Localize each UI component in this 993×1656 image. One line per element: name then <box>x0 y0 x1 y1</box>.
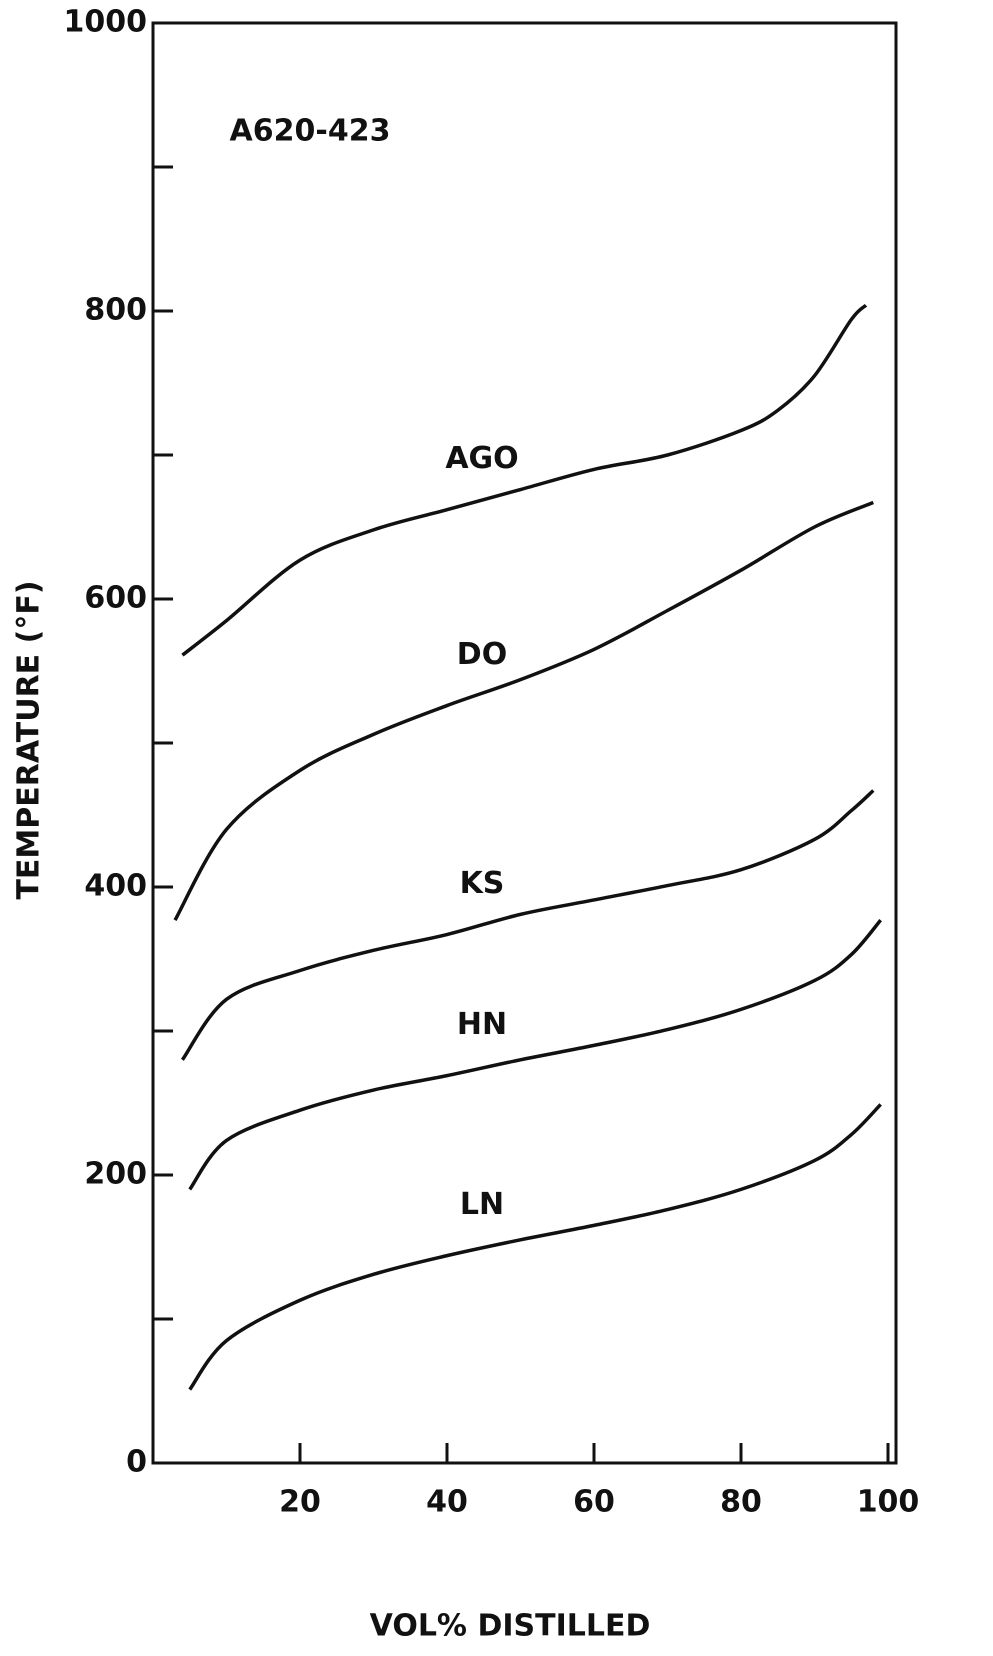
y-tick-label: 1000 <box>64 5 148 40</box>
x-tick-label: 100 <box>857 1485 920 1520</box>
series-label: LN <box>460 1187 504 1222</box>
y-axis-title: TEMPERATURE (°F) <box>12 580 47 899</box>
y-tick-label: 0 <box>126 1445 147 1480</box>
y-tick-label: 400 <box>84 869 147 904</box>
series-label: HN <box>457 1007 507 1042</box>
y-tick-label: 600 <box>84 581 147 616</box>
x-tick-label: 80 <box>720 1485 762 1520</box>
annotation: A620-423 <box>230 114 391 149</box>
series-label: AGO <box>445 441 518 476</box>
line <box>173 500 874 921</box>
line <box>188 1103 882 1391</box>
series-label: KS <box>460 866 505 901</box>
line <box>181 303 868 657</box>
x-tick-label: 20 <box>279 1485 321 1520</box>
x-tick-label: 40 <box>426 1485 468 1520</box>
line <box>188 918 882 1191</box>
x-tick-label: 60 <box>573 1485 615 1520</box>
y-tick-label: 200 <box>84 1157 147 1192</box>
plot-frame <box>151 21 898 1465</box>
x-axis-title: VOL% DISTILLED <box>370 1609 651 1644</box>
series-label: DO <box>457 637 507 672</box>
y-tick-label: 800 <box>84 293 147 328</box>
line <box>180 789 875 1061</box>
